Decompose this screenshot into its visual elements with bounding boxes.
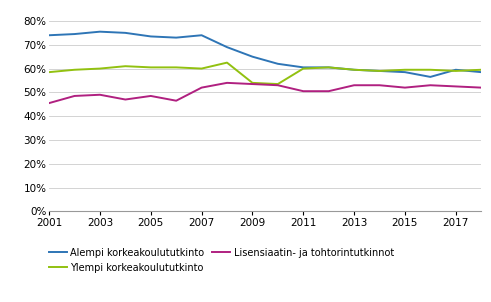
Lisensiaatin- ja tohtorintutkinnot xyxy=(275,83,281,87)
Ylempi korkeakoulututkinto xyxy=(173,66,179,69)
Lisensiaatin- ja tohtorintutkinnot xyxy=(46,101,52,105)
Lisensiaatin- ja tohtorintutkinnot xyxy=(351,83,357,87)
Ylempi korkeakoulututkinto xyxy=(224,61,230,64)
Alempi korkeakoulututkinto xyxy=(351,68,357,72)
Lisensiaatin- ja tohtorintutkinnot xyxy=(199,86,205,89)
Alempi korkeakoulututkinto xyxy=(97,30,103,34)
Ylempi korkeakoulututkinto xyxy=(249,81,255,85)
Alempi korkeakoulututkinto xyxy=(224,45,230,49)
Ylempi korkeakoulututkinto xyxy=(199,67,205,70)
Lisensiaatin- ja tohtorintutkinnot xyxy=(300,89,306,93)
Lisensiaatin- ja tohtorintutkinnot xyxy=(224,81,230,85)
Lisensiaatin- ja tohtorintutkinnot xyxy=(173,99,179,102)
Lisensiaatin- ja tohtorintutkinnot xyxy=(122,98,128,101)
Line: Lisensiaatin- ja tohtorintutkinnot: Lisensiaatin- ja tohtorintutkinnot xyxy=(49,83,481,103)
Lisensiaatin- ja tohtorintutkinnot xyxy=(377,83,382,87)
Alempi korkeakoulututkinto xyxy=(377,69,382,73)
Ylempi korkeakoulututkinto xyxy=(326,66,331,69)
Ylempi korkeakoulututkinto xyxy=(351,68,357,72)
Alempi korkeakoulututkinto xyxy=(300,66,306,69)
Alempi korkeakoulututkinto xyxy=(199,34,205,37)
Alempi korkeakoulututkinto xyxy=(402,70,408,74)
Ylempi korkeakoulututkinto xyxy=(427,68,433,72)
Alempi korkeakoulututkinto xyxy=(46,34,52,37)
Lisensiaatin- ja tohtorintutkinnot xyxy=(97,93,103,97)
Alempi korkeakoulututkinto xyxy=(249,55,255,59)
Alempi korkeakoulututkinto xyxy=(72,32,78,36)
Alempi korkeakoulututkinto xyxy=(326,66,331,69)
Ylempi korkeakoulututkinto xyxy=(453,69,459,73)
Ylempi korkeakoulututkinto xyxy=(148,66,154,69)
Lisensiaatin- ja tohtorintutkinnot xyxy=(453,85,459,88)
Lisensiaatin- ja tohtorintutkinnot xyxy=(326,89,331,93)
Ylempi korkeakoulututkinto xyxy=(122,64,128,68)
Lisensiaatin- ja tohtorintutkinnot xyxy=(72,94,78,98)
Ylempi korkeakoulututkinto xyxy=(300,67,306,70)
Ylempi korkeakoulututkinto xyxy=(478,68,484,72)
Line: Alempi korkeakoulututkinto: Alempi korkeakoulututkinto xyxy=(49,32,481,77)
Ylempi korkeakoulututkinto xyxy=(275,82,281,86)
Alempi korkeakoulututkinto xyxy=(275,62,281,66)
Ylempi korkeakoulututkinto xyxy=(72,68,78,72)
Alempi korkeakoulututkinto xyxy=(453,68,459,72)
Alempi korkeakoulututkinto xyxy=(148,35,154,38)
Lisensiaatin- ja tohtorintutkinnot xyxy=(402,86,408,89)
Alempi korkeakoulututkinto xyxy=(478,70,484,74)
Ylempi korkeakoulututkinto xyxy=(97,67,103,70)
Lisensiaatin- ja tohtorintutkinnot xyxy=(249,82,255,86)
Lisensiaatin- ja tohtorintutkinnot xyxy=(427,83,433,87)
Ylempi korkeakoulututkinto xyxy=(46,70,52,74)
Alempi korkeakoulututkinto xyxy=(173,36,179,40)
Legend: Alempi korkeakoulututkinto, Ylempi korkeakoulututkinto, Lisensiaatin- ja tohtori: Alempi korkeakoulututkinto, Ylempi korke… xyxy=(49,248,394,273)
Ylempi korkeakoulututkinto xyxy=(402,68,408,72)
Lisensiaatin- ja tohtorintutkinnot xyxy=(478,86,484,89)
Ylempi korkeakoulututkinto xyxy=(377,69,382,73)
Line: Ylempi korkeakoulututkinto: Ylempi korkeakoulututkinto xyxy=(49,63,481,84)
Alempi korkeakoulututkinto xyxy=(122,31,128,35)
Lisensiaatin- ja tohtorintutkinnot xyxy=(148,94,154,98)
Alempi korkeakoulututkinto xyxy=(427,75,433,79)
